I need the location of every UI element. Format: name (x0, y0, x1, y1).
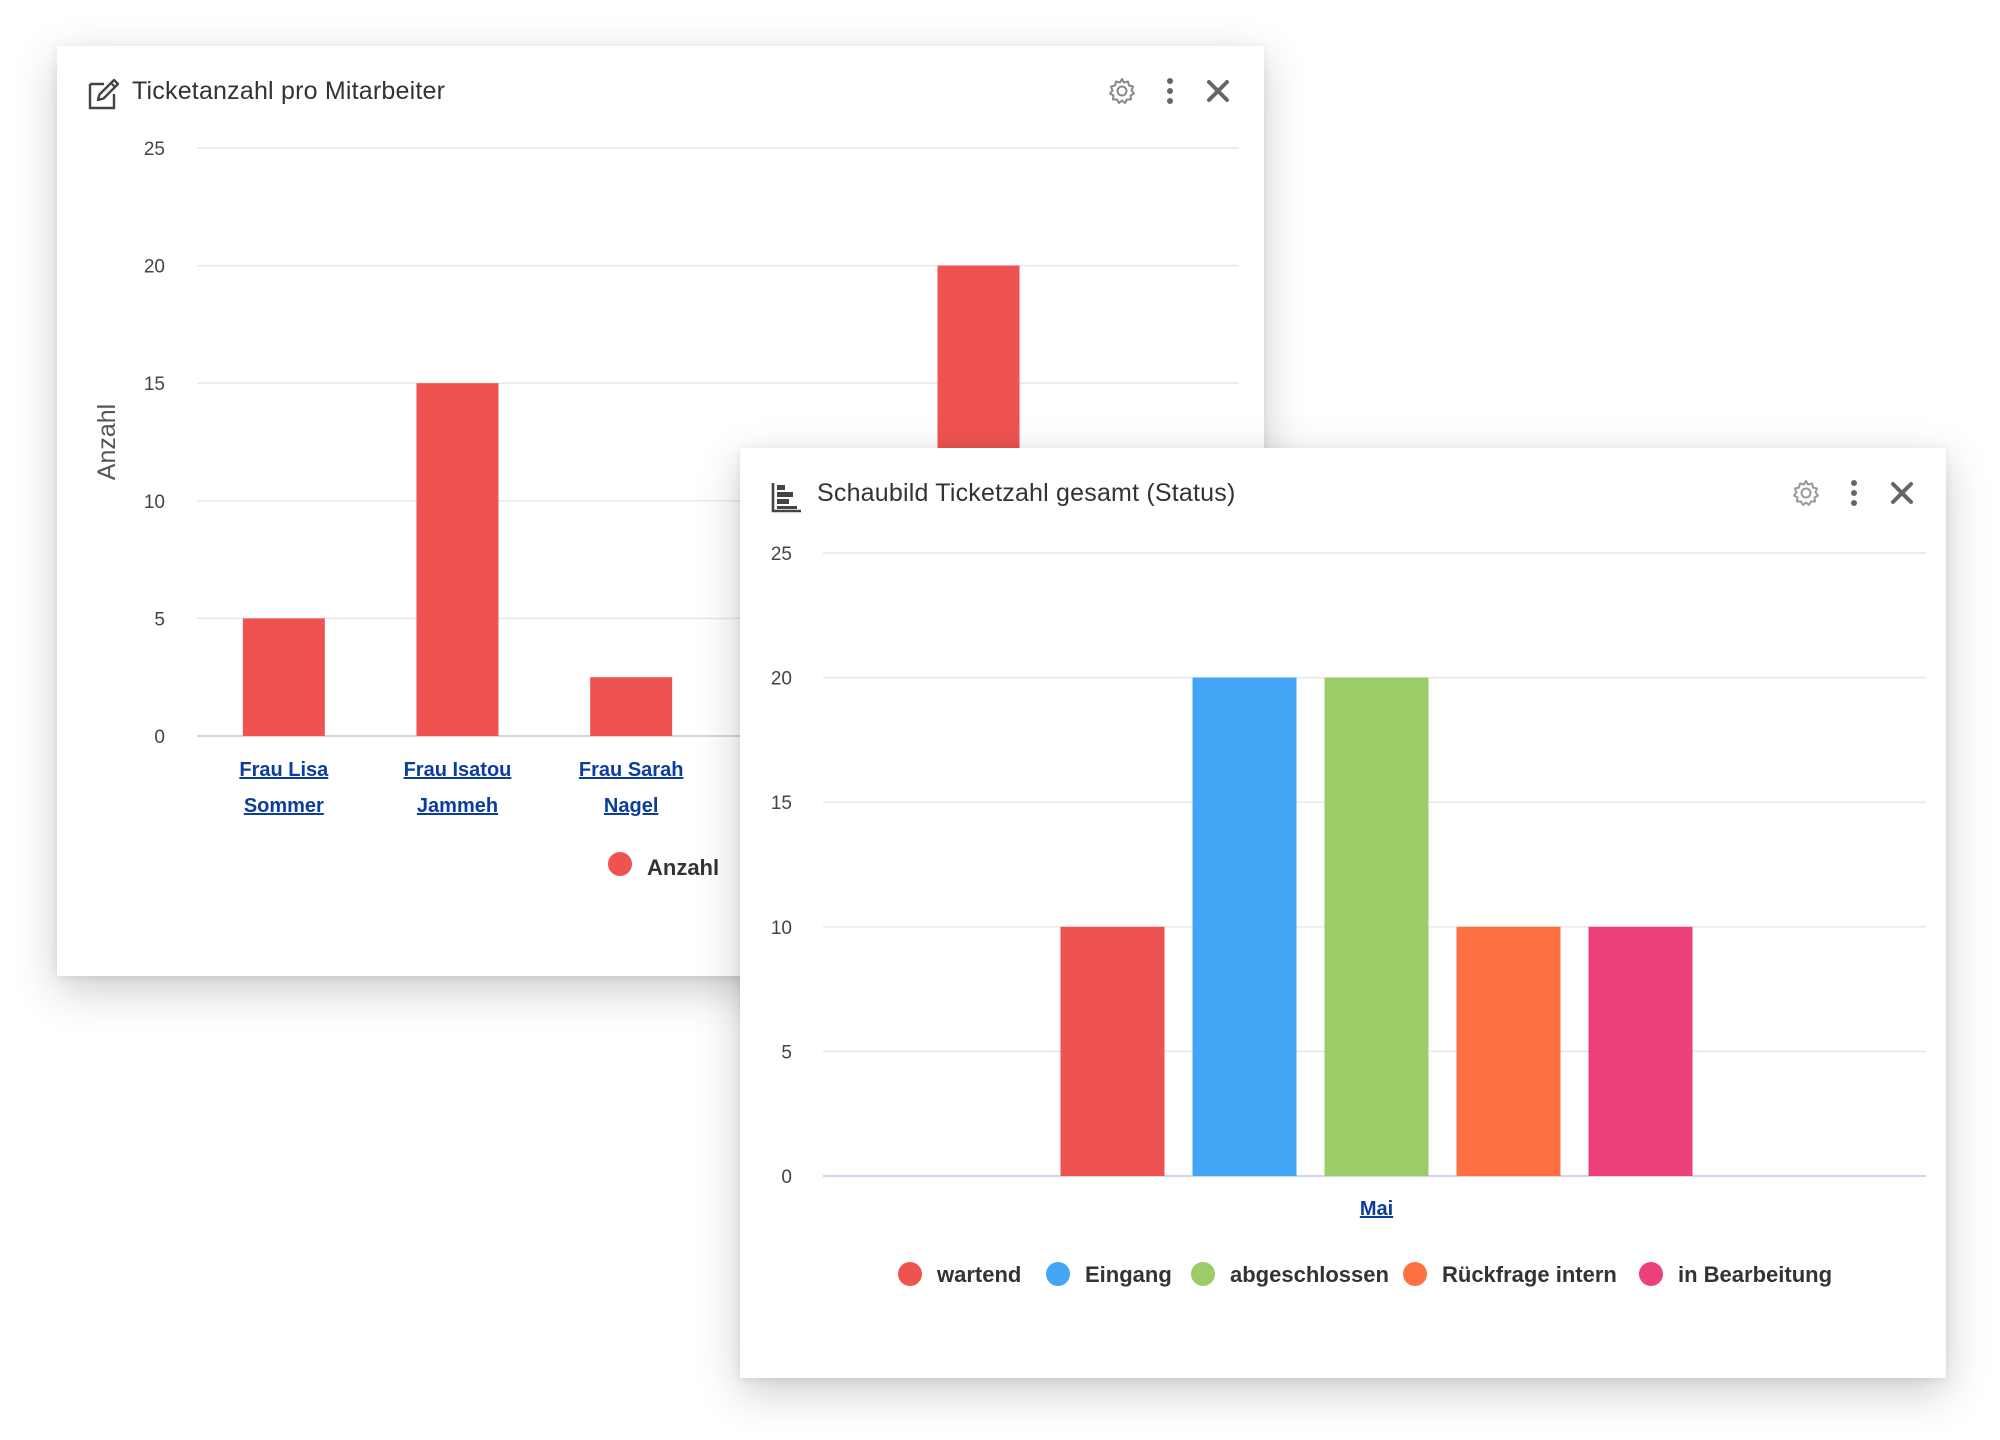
y-tick-label: 20 (144, 257, 165, 278)
x-category-link[interactable]: Frau Sarah (579, 759, 683, 781)
bar[interactable] (1456, 926, 1561, 1176)
widget-title: Schaubild Ticketzahl gesamt (Status) (817, 479, 1236, 507)
close-icon[interactable] (1885, 476, 1919, 510)
more-vertical-icon[interactable] (1153, 74, 1187, 108)
legend-label[interactable]: Anzahl (647, 855, 719, 880)
bar[interactable] (590, 677, 673, 736)
edit-icon (86, 76, 122, 112)
legend-marker (608, 852, 632, 876)
legend-label[interactable]: Rückfrage intern (1442, 1262, 1617, 1287)
bar[interactable] (1192, 677, 1297, 1176)
y-tick-label: 10 (771, 918, 792, 939)
y-tick-label: 15 (771, 793, 792, 814)
bar-chart-icon (769, 479, 805, 515)
y-tick-label: 5 (154, 609, 165, 630)
x-category-link[interactable]: Frau Isatou (404, 759, 512, 781)
widget-header: Schaubild Ticketzahl gesamt (Status) (740, 448, 1946, 538)
y-tick-label: 25 (144, 139, 165, 160)
y-tick-label: 20 (771, 669, 792, 690)
y-tick-label: 5 (781, 1042, 792, 1063)
gear-icon[interactable] (1105, 74, 1139, 108)
widget-header: Ticketanzahl pro Mitarbeiter (57, 46, 1264, 136)
gear-icon[interactable] (1789, 476, 1823, 510)
y-tick-label: 25 (771, 544, 792, 565)
bar[interactable] (416, 383, 499, 736)
legend-marker (1046, 1262, 1070, 1286)
legend-marker (1403, 1262, 1427, 1286)
x-category-link[interactable]: Jammeh (417, 795, 498, 817)
legend-label[interactable]: abgeschlossen (1230, 1262, 1389, 1287)
widget-schaubild-status: Schaubild Ticketzahl gesamt (Status) 0 5 1… (740, 448, 1946, 1378)
y-tick-label: 10 (144, 492, 165, 513)
legend-marker (898, 1262, 922, 1286)
bar[interactable] (1588, 926, 1693, 1176)
y-tick-label: 0 (154, 727, 165, 748)
legend-label[interactable]: wartend (936, 1262, 1021, 1287)
x-category-link[interactable]: Nagel (604, 795, 658, 817)
y-axis-title: Anzahl (93, 404, 121, 480)
more-vertical-icon[interactable] (1837, 476, 1871, 510)
close-icon[interactable] (1201, 74, 1235, 108)
bar[interactable] (1060, 926, 1165, 1176)
widget-title: Ticketanzahl pro Mitarbeiter (132, 77, 446, 105)
x-category-link[interactable]: Sommer (244, 795, 324, 817)
x-category-link[interactable]: Mai (1360, 1198, 1393, 1220)
legend-marker (1639, 1262, 1663, 1286)
bar[interactable] (242, 618, 325, 736)
legend-marker (1191, 1262, 1215, 1286)
x-category-link[interactable]: Frau Lisa (239, 759, 329, 781)
legend-label[interactable]: in Bearbeitung (1678, 1262, 1832, 1287)
y-tick-label: 15 (144, 374, 165, 395)
status-bar-chart: 0 5 10 15 20 25 Mai wartend Eingang abgeschlossen… (771, 544, 1926, 1287)
y-tick-label: 0 (781, 1167, 792, 1188)
legend-label[interactable]: Eingang (1085, 1262, 1172, 1287)
bar[interactable] (1324, 677, 1429, 1176)
